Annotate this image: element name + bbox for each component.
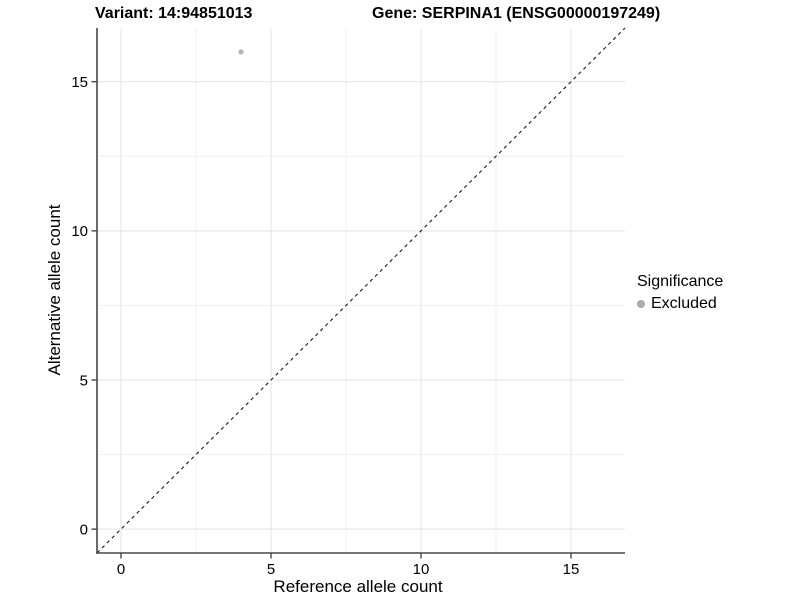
legend-item-excluded: Excluded	[637, 295, 723, 313]
x-tick-label: 0	[117, 561, 125, 578]
plot-title-variant: Variant: 14:94851013	[95, 5, 253, 22]
y-tick-label: 5	[80, 372, 88, 389]
identity-line	[96, 27, 626, 554]
x-tick-label: 10	[413, 561, 430, 578]
y-tick-label: 10	[71, 223, 88, 240]
x-tick-label: 15	[563, 561, 580, 578]
x-axis-title: Reference allele count	[273, 577, 443, 596]
y-tick-label: 0	[80, 521, 88, 538]
legend-item-label: Excluded	[651, 295, 717, 312]
legend-title: Significance	[637, 273, 724, 290]
y-tick-label: 15	[71, 74, 88, 91]
x-tick-label: 5	[267, 561, 275, 578]
y-axis-title: Alternative allele count	[45, 204, 64, 376]
plot-title-gene: Gene: SERPINA1 (ENSG00000197249)	[372, 5, 661, 22]
excluded-point-icon	[637, 300, 645, 308]
data-point	[238, 49, 244, 55]
legend: Significance Excluded	[637, 273, 723, 313]
